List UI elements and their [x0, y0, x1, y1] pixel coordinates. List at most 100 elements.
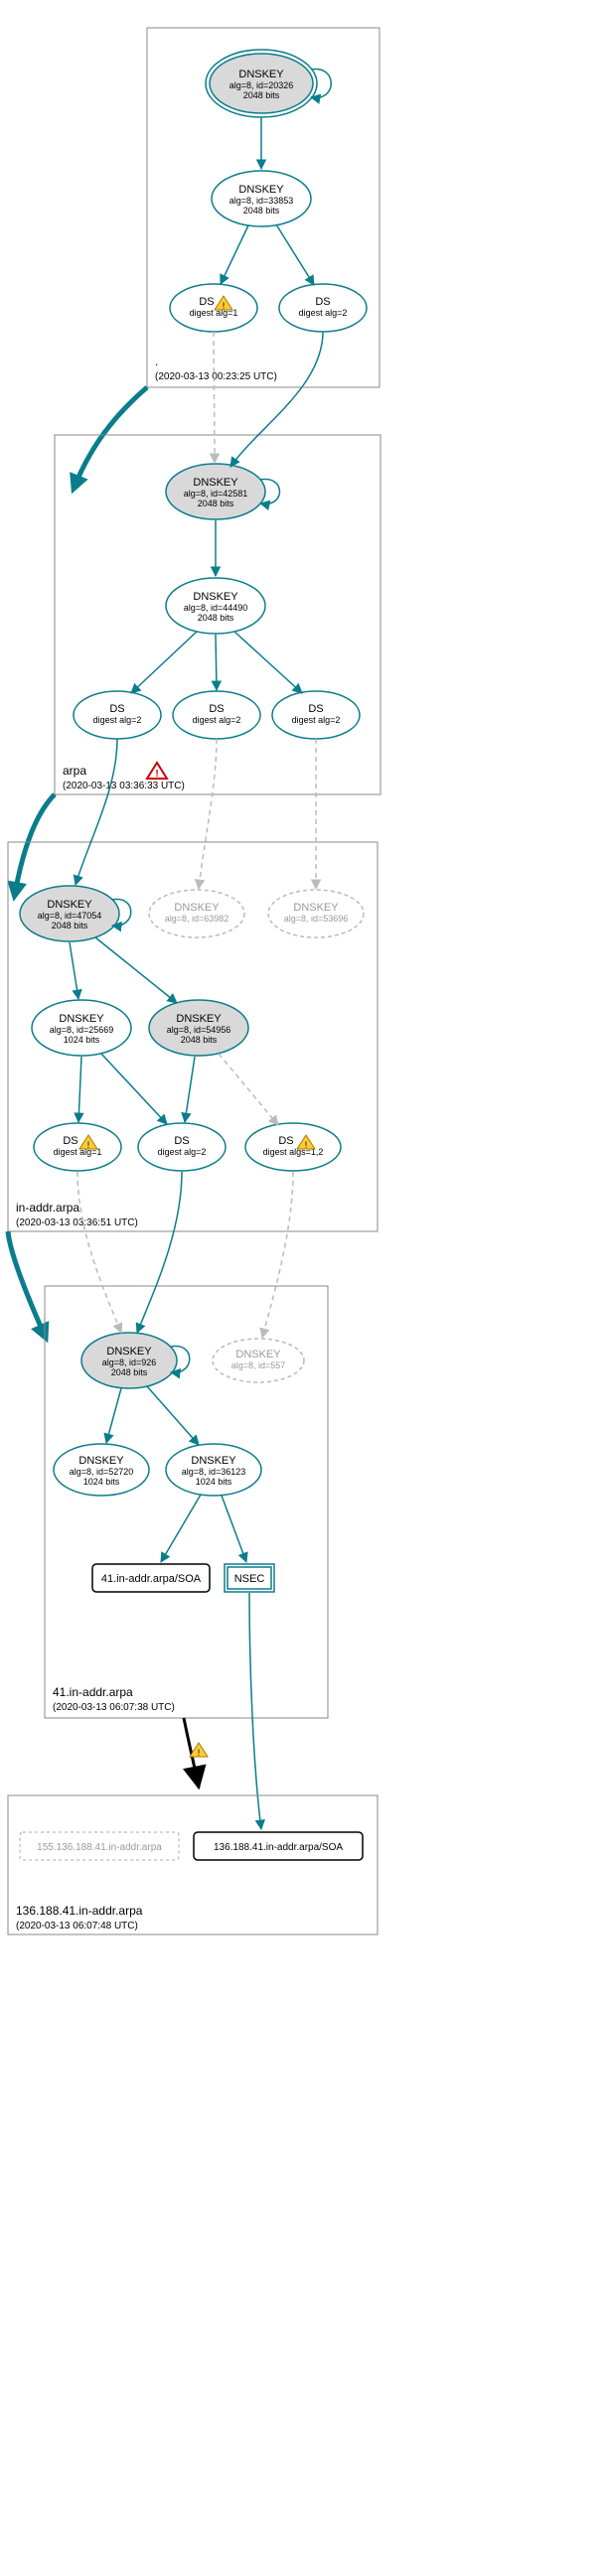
node-root-zsk: DNSKEY alg=8, id=33853 2048 bits: [212, 171, 311, 226]
svg-text:digest alg=2: digest alg=2: [93, 715, 142, 725]
node-inaddr-ksk1: DNSKEY alg=8, id=47054 2048 bits: [20, 886, 119, 941]
svg-text:alg=8, id=33853: alg=8, id=33853: [229, 196, 294, 206]
node-arpa-ksk: DNSKEY alg=8, id=42581 2048 bits: [166, 464, 265, 519]
svg-text:2048 bits: 2048 bits: [52, 921, 88, 930]
svg-text:2048 bits: 2048 bits: [243, 206, 280, 215]
svg-text:2048 bits: 2048 bits: [111, 1367, 148, 1377]
svg-text:1024 bits: 1024 bits: [64, 1035, 100, 1045]
svg-text:alg=8, id=42581: alg=8, id=42581: [184, 489, 248, 499]
svg-text:DNSKEY: DNSKEY: [193, 477, 238, 489]
svg-text:DNSKEY: DNSKEY: [174, 902, 220, 914]
zone-136-label: 136.188.41.in-addr.arpa: [16, 1904, 143, 1918]
zone-arpa-label: arpa: [63, 764, 86, 778]
node-inaddr-ds3: DS digest algs=1,2 !: [245, 1123, 341, 1171]
node-root-ksk: DNSKEY alg=8, id=20326 2048 bits: [206, 50, 317, 117]
svg-text:DS: DS: [278, 1135, 293, 1147]
svg-text:!: !: [198, 1748, 201, 1758]
svg-text:DNSKEY: DNSKEY: [106, 1346, 152, 1358]
node-inaddr-zsk1: DNSKEY alg=8, id=25669 1024 bits: [32, 1000, 131, 1056]
svg-text:!: !: [223, 301, 226, 311]
svg-text:!: !: [87, 1140, 90, 1150]
zone-arpa: arpa (2020-03-13 03:36:33 UTC) ! DNSKEY …: [55, 332, 381, 794]
svg-text:DS: DS: [199, 296, 214, 308]
svg-text:NSEC: NSEC: [234, 1573, 265, 1585]
node-inaddr-faded1: DNSKEY alg=8, id=63982: [149, 890, 244, 937]
zone-inaddr: in-addr.arpa (2020-03-13 03:36:51 UTC) D…: [8, 739, 378, 1231]
svg-text:2048 bits: 2048 bits: [198, 499, 234, 508]
node-41-zsk2: DNSKEY alg=8, id=36123 1024 bits: [166, 1444, 261, 1496]
node-inaddr-faded2: DNSKEY alg=8, id=53696: [268, 890, 364, 937]
svg-text:alg=8, id=926: alg=8, id=926: [102, 1358, 157, 1367]
svg-text:!: !: [155, 769, 158, 780]
svg-text:alg=8, id=53696: alg=8, id=53696: [284, 914, 349, 924]
zone-root-label: .: [155, 355, 158, 368]
node-41-zsk1: DNSKEY alg=8, id=52720 1024 bits: [54, 1444, 149, 1496]
svg-text:alg=8, id=63982: alg=8, id=63982: [165, 914, 229, 924]
node-arpa-zsk: DNSKEY alg=8, id=44490 2048 bits: [166, 578, 265, 634]
dnssec-diagram: . (2020-03-13 00:23:25 UTC) DNSKEY alg=8…: [0, 0, 609, 2576]
zone-inaddr-timestamp: (2020-03-13 03:36:51 UTC): [16, 1217, 138, 1228]
node-inaddr-ds2: DS digest alg=2: [138, 1123, 226, 1171]
svg-text:2048 bits: 2048 bits: [198, 613, 234, 623]
node-root-ds1: DS digest alg=1 !: [170, 284, 257, 332]
node-arpa-ds3: DS digest alg=2: [272, 691, 360, 739]
svg-text:2048 bits: 2048 bits: [243, 90, 280, 100]
svg-text:136.188.41.in-addr.arpa/SOA: 136.188.41.in-addr.arpa/SOA: [214, 1842, 343, 1853]
svg-text:digest alg=2: digest alg=2: [158, 1147, 207, 1157]
zone-arpa-timestamp: (2020-03-13 03:36:33 UTC): [63, 781, 185, 791]
svg-text:alg=8, id=52720: alg=8, id=52720: [70, 1467, 134, 1477]
node-41-soa: 41.in-addr.arpa/SOA: [92, 1564, 210, 1592]
zone-41-timestamp: (2020-03-13 06:07:38 UTC): [53, 1702, 175, 1713]
zone-root: . (2020-03-13 00:23:25 UTC) DNSKEY alg=8…: [147, 28, 380, 387]
warning-icon: !: [190, 1743, 208, 1758]
svg-text:alg=8, id=54956: alg=8, id=54956: [167, 1025, 231, 1035]
svg-text:DNSKEY: DNSKEY: [235, 1349, 281, 1360]
svg-text:alg=8, id=25669: alg=8, id=25669: [50, 1025, 114, 1035]
svg-text:alg=8, id=44490: alg=8, id=44490: [184, 603, 248, 613]
svg-text:alg=8, id=47054: alg=8, id=47054: [38, 911, 102, 921]
node-41-ksk: DNSKEY alg=8, id=926 2048 bits: [81, 1333, 177, 1388]
node-inaddr-ksk2: DNSKEY alg=8, id=54956 2048 bits: [149, 1000, 248, 1056]
node-arpa-ds1: DS digest alg=2: [74, 691, 161, 739]
zone-41-label: 41.in-addr.arpa: [53, 1685, 133, 1699]
svg-text:DS: DS: [63, 1135, 77, 1147]
svg-text:digest alg=2: digest alg=2: [193, 715, 241, 725]
svg-text:DNSKEY: DNSKEY: [176, 1013, 222, 1025]
node-41-faded: DNSKEY alg=8, id=557: [213, 1339, 304, 1382]
svg-text:155.136.188.41.in-addr.arpa: 155.136.188.41.in-addr.arpa: [37, 1842, 162, 1853]
svg-text:41.in-addr.arpa/SOA: 41.in-addr.arpa/SOA: [101, 1573, 202, 1585]
svg-text:!: !: [305, 1140, 308, 1150]
node-41-nsec: NSEC: [225, 1564, 274, 1592]
svg-text:DS: DS: [308, 703, 323, 715]
svg-text:alg=8, id=20326: alg=8, id=20326: [229, 80, 294, 90]
svg-text:DS: DS: [109, 703, 124, 715]
svg-text:alg=8, id=557: alg=8, id=557: [231, 1360, 286, 1370]
svg-text:digest alg=2: digest alg=2: [292, 715, 341, 725]
node-arpa-ds2: DS digest alg=2: [173, 691, 260, 739]
zone-136-timestamp: (2020-03-13 06:07:48 UTC): [16, 1921, 138, 1932]
svg-text:DNSKEY: DNSKEY: [78, 1455, 124, 1467]
node-inaddr-ds1: DS digest alg=1 !: [34, 1123, 121, 1171]
svg-text:DS: DS: [209, 703, 224, 715]
zone-root-timestamp: (2020-03-13 00:23:25 UTC): [155, 371, 277, 382]
zone-inaddr-label: in-addr.arpa: [16, 1201, 79, 1215]
zone-41: 41.in-addr.arpa (2020-03-13 06:07:38 UTC…: [45, 1172, 328, 1718]
svg-text:digest alg=2: digest alg=2: [299, 308, 348, 318]
zone-136: 136.188.41.in-addr.arpa (2020-03-13 06:0…: [8, 1795, 378, 1934]
svg-text:DNSKEY: DNSKEY: [59, 1013, 104, 1025]
svg-text:alg=8, id=36123: alg=8, id=36123: [182, 1467, 246, 1477]
svg-text:DNSKEY: DNSKEY: [47, 899, 92, 911]
node-136-faded-rec: 155.136.188.41.in-addr.arpa: [20, 1832, 179, 1860]
svg-text:1024 bits: 1024 bits: [83, 1477, 120, 1487]
svg-text:2048 bits: 2048 bits: [181, 1035, 218, 1045]
svg-text:DNSKEY: DNSKEY: [238, 184, 284, 196]
node-136-soa: 136.188.41.in-addr.arpa/SOA: [194, 1832, 363, 1860]
svg-text:DNSKEY: DNSKEY: [293, 902, 339, 914]
svg-text:DS: DS: [315, 296, 330, 308]
node-root-ds2: DS digest alg=2: [279, 284, 367, 332]
svg-text:DS: DS: [174, 1135, 189, 1147]
svg-text:DNSKEY: DNSKEY: [191, 1455, 236, 1467]
svg-text:DNSKEY: DNSKEY: [238, 69, 284, 80]
svg-text:DNSKEY: DNSKEY: [193, 591, 238, 603]
error-icon: !: [147, 763, 167, 780]
